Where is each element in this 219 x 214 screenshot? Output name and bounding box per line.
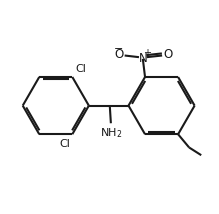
Text: −: − — [114, 45, 123, 54]
Text: O: O — [163, 48, 173, 61]
Text: O: O — [114, 48, 124, 61]
Text: N: N — [138, 52, 147, 65]
Text: Cl: Cl — [76, 64, 87, 74]
Text: +: + — [143, 48, 151, 58]
Text: NH$_2$: NH$_2$ — [100, 126, 122, 140]
Text: Cl: Cl — [59, 139, 70, 149]
